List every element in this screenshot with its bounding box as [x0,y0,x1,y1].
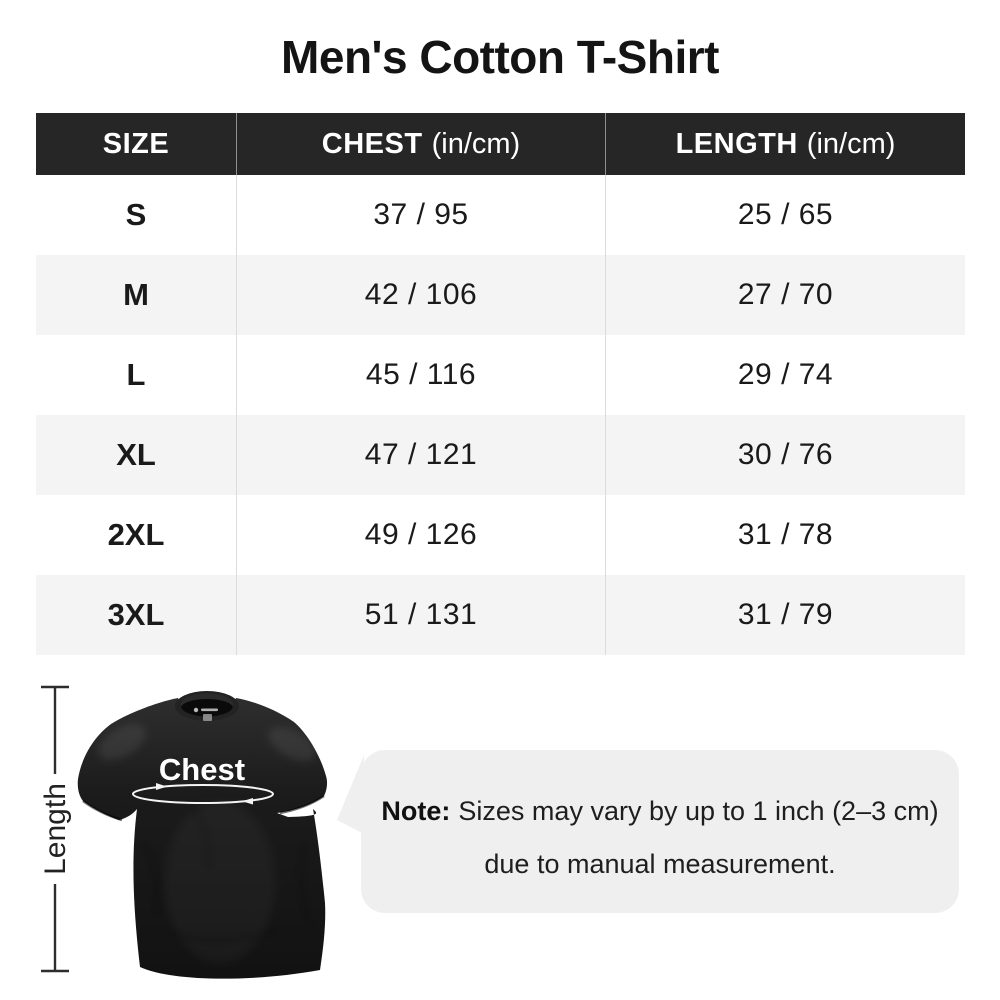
right-sleeve-seam [279,794,325,815]
length-line [41,685,69,973]
cell-size: L [36,335,237,415]
cell-size: M [36,255,237,335]
cell-size: XL [36,415,237,495]
table-row: L 45 / 116 29 / 74 [36,335,965,415]
note-text-line1: Note: Sizes may vary by up to 1 inch (2–3… [361,797,959,825]
table-row: XL 47 / 121 30 / 76 [36,415,965,495]
table-row: S 37 / 95 25 / 65 [36,175,965,255]
tshirt-image: Chest [77,691,328,979]
note-bubble: Note: Sizes may vary by up to 1 inch (2–3… [361,750,959,913]
left-sleeve-seam [82,799,123,822]
size-table: SIZE CHEST (in/cm) LENGTH (in/cm) S 37 /… [36,113,965,655]
cell-length: 30 / 76 [737,438,834,471]
length-indicator: Length [39,685,72,973]
cell-chest: 47 / 121 [237,415,606,495]
chest-measure-ellipse [132,784,274,804]
header-chest-unit: (in/cm) [431,127,521,160]
note-text-line2: due to manual measurement. [484,849,836,879]
cell-length: 31 / 79 [737,598,834,631]
header-chest-label: CHEST [321,127,423,160]
cell-length: 29 / 74 [737,358,834,391]
cell-size: S [36,175,237,255]
header-cell-size: SIZE [36,113,237,175]
cell-size: 2XL [36,495,237,575]
tshirt-body [77,698,328,979]
note-prefix: Note: [381,796,451,826]
collar-opening [181,695,233,717]
header-cell-length: LENGTH (in/cm) [606,113,965,175]
page-title: Men's Cotton T-Shirt [281,31,719,83]
chest-arrow-right-icon [156,783,167,790]
cell-length: 25 / 65 [737,198,834,231]
header-cell-chest: CHEST (in/cm) [237,113,606,175]
note-bubble-tail [337,755,364,834]
cell-chest: 49 / 126 [237,495,606,575]
fabric-highlights [98,724,316,761]
note-line1-text: Sizes may vary by up to 1 inch (2–3 cm) [458,796,939,826]
chest-arrow-left-icon [242,798,253,805]
header-size-label: SIZE [102,127,170,160]
header-length-label: LENGTH [675,127,798,160]
neck-label [193,707,218,721]
cell-chest: 42 / 106 [237,255,606,335]
cell-length: 27 / 70 [737,278,834,311]
table-row: 2XL 49 / 126 31 / 78 [36,495,965,575]
chest-label: Chest [159,752,245,787]
cell-chest: 37 / 95 [237,175,606,255]
collar-inner-back [181,693,233,708]
table-row: 3XL 51 / 131 31 / 79 [36,575,965,655]
cell-length: 31 / 78 [737,518,834,551]
table-header-row: SIZE CHEST (in/cm) LENGTH (in/cm) [36,113,965,175]
cell-chest: 45 / 116 [237,335,606,415]
header-length-unit: (in/cm) [806,127,896,160]
fabric-wrinkles [141,801,311,942]
length-label: Length [39,783,72,875]
table-row: M 42 / 106 27 / 70 [36,255,965,335]
cell-chest: 51 / 131 [237,575,606,655]
cell-size: 3XL [36,575,237,655]
